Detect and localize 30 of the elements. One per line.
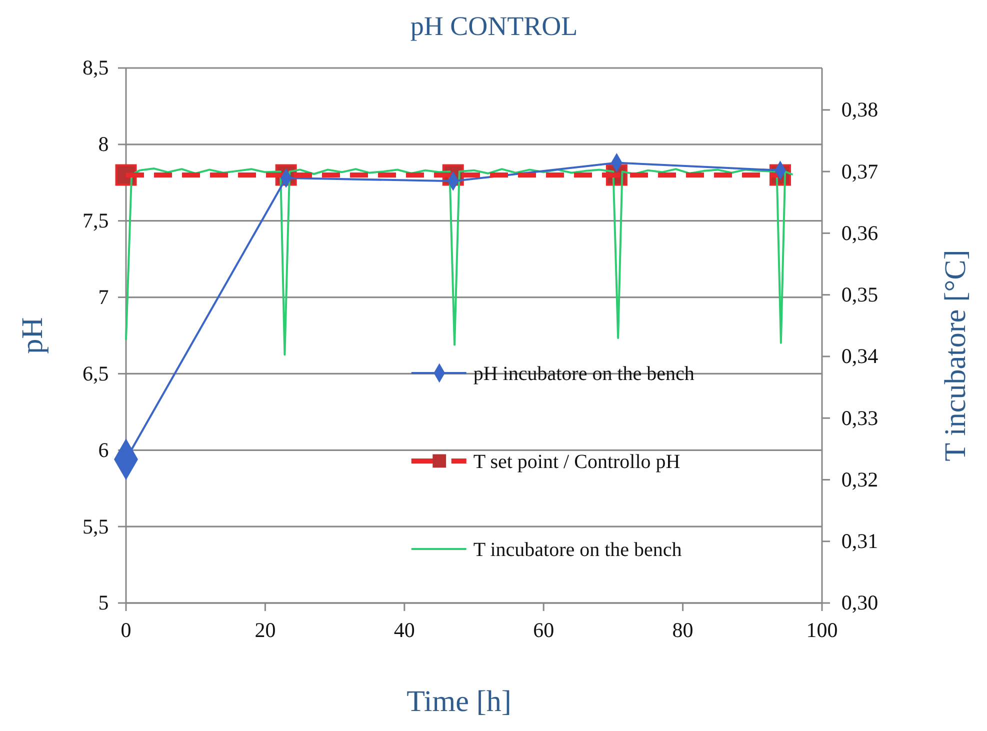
y2-tick-label: 0,36 <box>841 220 878 245</box>
x-tick-label: 20 <box>254 618 276 642</box>
x-tick-label: 40 <box>394 618 415 642</box>
y-tick-label: 5 <box>98 590 109 615</box>
y-tick-label: 6 <box>98 438 109 462</box>
y-tick-label: 5,5 <box>82 514 109 538</box>
y2-tick-label: 0,31 <box>841 529 878 554</box>
x-tick-label: 0 <box>120 618 132 642</box>
y2-tick-label: 0,34 <box>841 344 879 368</box>
x-tick-label: 80 <box>672 618 694 642</box>
y2-tick-label: 0,35 <box>841 282 878 307</box>
y2-tick-label: 0,38 <box>841 98 878 122</box>
y-axis-title: pH <box>16 317 49 354</box>
y2-tick-label: 0,33 <box>841 406 878 430</box>
y-tick-label: 7,5 <box>82 208 109 233</box>
y2-tick-label: 0,32 <box>841 467 878 492</box>
y2-tick-label: 0,37 <box>841 159 878 184</box>
legend-label: T set point / Controllo pH <box>473 450 680 473</box>
chart-title: pH CONTROL <box>410 11 578 41</box>
y-tick-label: 8,5 <box>82 56 109 80</box>
y-tick-label: 6,5 <box>82 361 109 386</box>
y-tick-label: 7 <box>98 285 109 310</box>
y-tick-label: 8 <box>98 132 109 156</box>
y2-tick-label: 0,30 <box>841 590 878 615</box>
legend-label: pH incubatore on the bench <box>473 362 694 385</box>
y2-axis-title: T incubatore [°C] <box>939 250 972 462</box>
x-tick-label: 60 <box>533 618 554 642</box>
x-axis-title: Time [h] <box>406 685 512 718</box>
x-tick-label: 100 <box>806 618 838 642</box>
legend-label: T incubatore on the bench <box>473 538 682 561</box>
